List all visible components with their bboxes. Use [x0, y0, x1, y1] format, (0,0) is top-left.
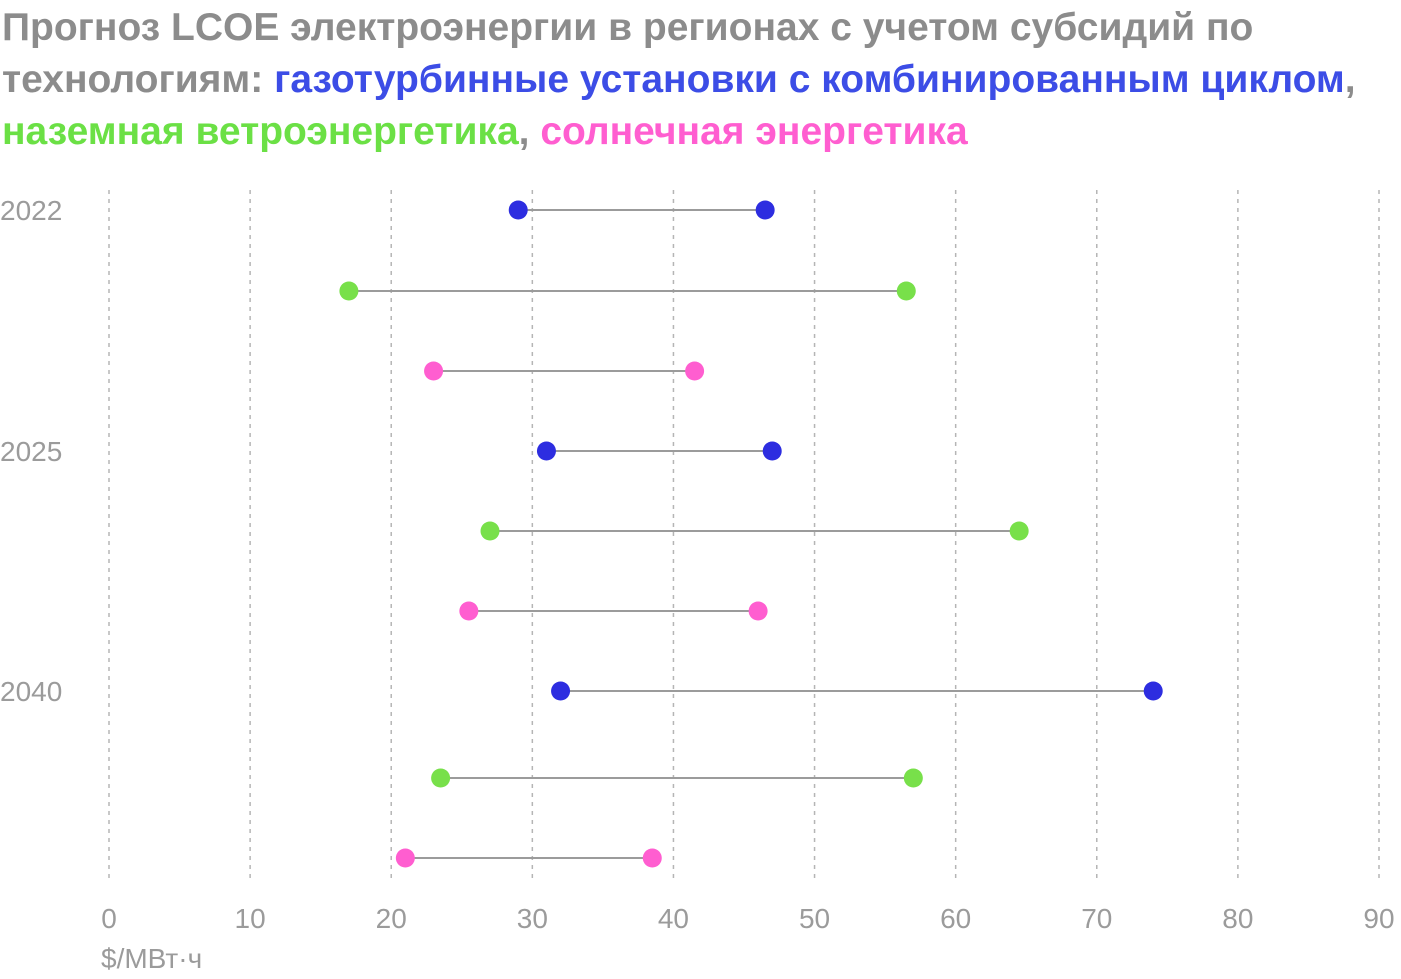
range-2040-gas [551, 681, 1163, 701]
point-min-gas [536, 441, 556, 461]
point-max-gas [1143, 681, 1163, 701]
point-min-wind [339, 281, 359, 301]
x-tick-label-80: 80 [1222, 903, 1253, 934]
title-series-solar: солнечная энергетика [540, 110, 968, 153]
range-2025-gas [536, 441, 782, 461]
x-tick-label-90: 90 [1363, 903, 1394, 934]
x-tick-label-30: 30 [517, 903, 548, 934]
point-max-wind [1009, 521, 1029, 541]
grid-lines [108, 190, 1380, 880]
range-2022-gas [508, 200, 775, 220]
point-max-solar [685, 361, 705, 381]
chart-title: Прогноз LCOE электроэнергии в регионах с… [2, 2, 1392, 158]
x-tick-label-60: 60 [940, 903, 971, 934]
range-2040-wind [431, 768, 923, 788]
title-separator-1: , [1344, 58, 1356, 101]
range-2025-solar [459, 601, 768, 621]
point-min-wind [480, 521, 500, 541]
y-axis-year-labels: 2022 2025 2040 [0, 195, 62, 707]
x-tick-label-0: 0 [101, 903, 117, 934]
range-2022-solar [424, 361, 705, 381]
range-2025-wind [480, 521, 1029, 541]
point-max-solar [642, 848, 662, 868]
point-min-wind [431, 768, 451, 788]
point-max-gas [755, 200, 775, 220]
x-tick-label-50: 50 [799, 903, 830, 934]
x-axis-unit-label: $/МВт·ч [101, 943, 202, 974]
range-2022-wind [339, 281, 916, 301]
y-label-2022: 2022 [0, 195, 62, 226]
x-tick-label-70: 70 [1081, 903, 1112, 934]
point-max-wind [896, 281, 916, 301]
range-2040-solar [395, 848, 662, 868]
range-series [339, 200, 1163, 868]
x-tick-label-20: 20 [376, 903, 407, 934]
x-tick-label-10: 10 [235, 903, 266, 934]
title-prefix: Прогноз LCOE электроэнергии в регионах с… [2, 6, 1254, 101]
title-separator-2: , [518, 110, 541, 153]
point-min-solar [424, 361, 444, 381]
y-label-2040: 2040 [0, 676, 62, 707]
point-max-wind [903, 768, 923, 788]
point-max-gas [762, 441, 782, 461]
x-axis-ticks: 0 10 20 30 40 50 60 70 80 90 [101, 903, 1394, 934]
y-label-2025: 2025 [0, 436, 62, 467]
point-min-gas [508, 200, 528, 220]
point-min-gas [551, 681, 571, 701]
title-series-gas: газотурбинные установки с комбинированны… [274, 58, 1345, 101]
title-series-wind: наземная ветроэнергетика [2, 110, 519, 153]
x-tick-label-40: 40 [658, 903, 689, 934]
point-min-solar [395, 848, 415, 868]
point-min-solar [459, 601, 479, 621]
point-max-solar [748, 601, 768, 621]
